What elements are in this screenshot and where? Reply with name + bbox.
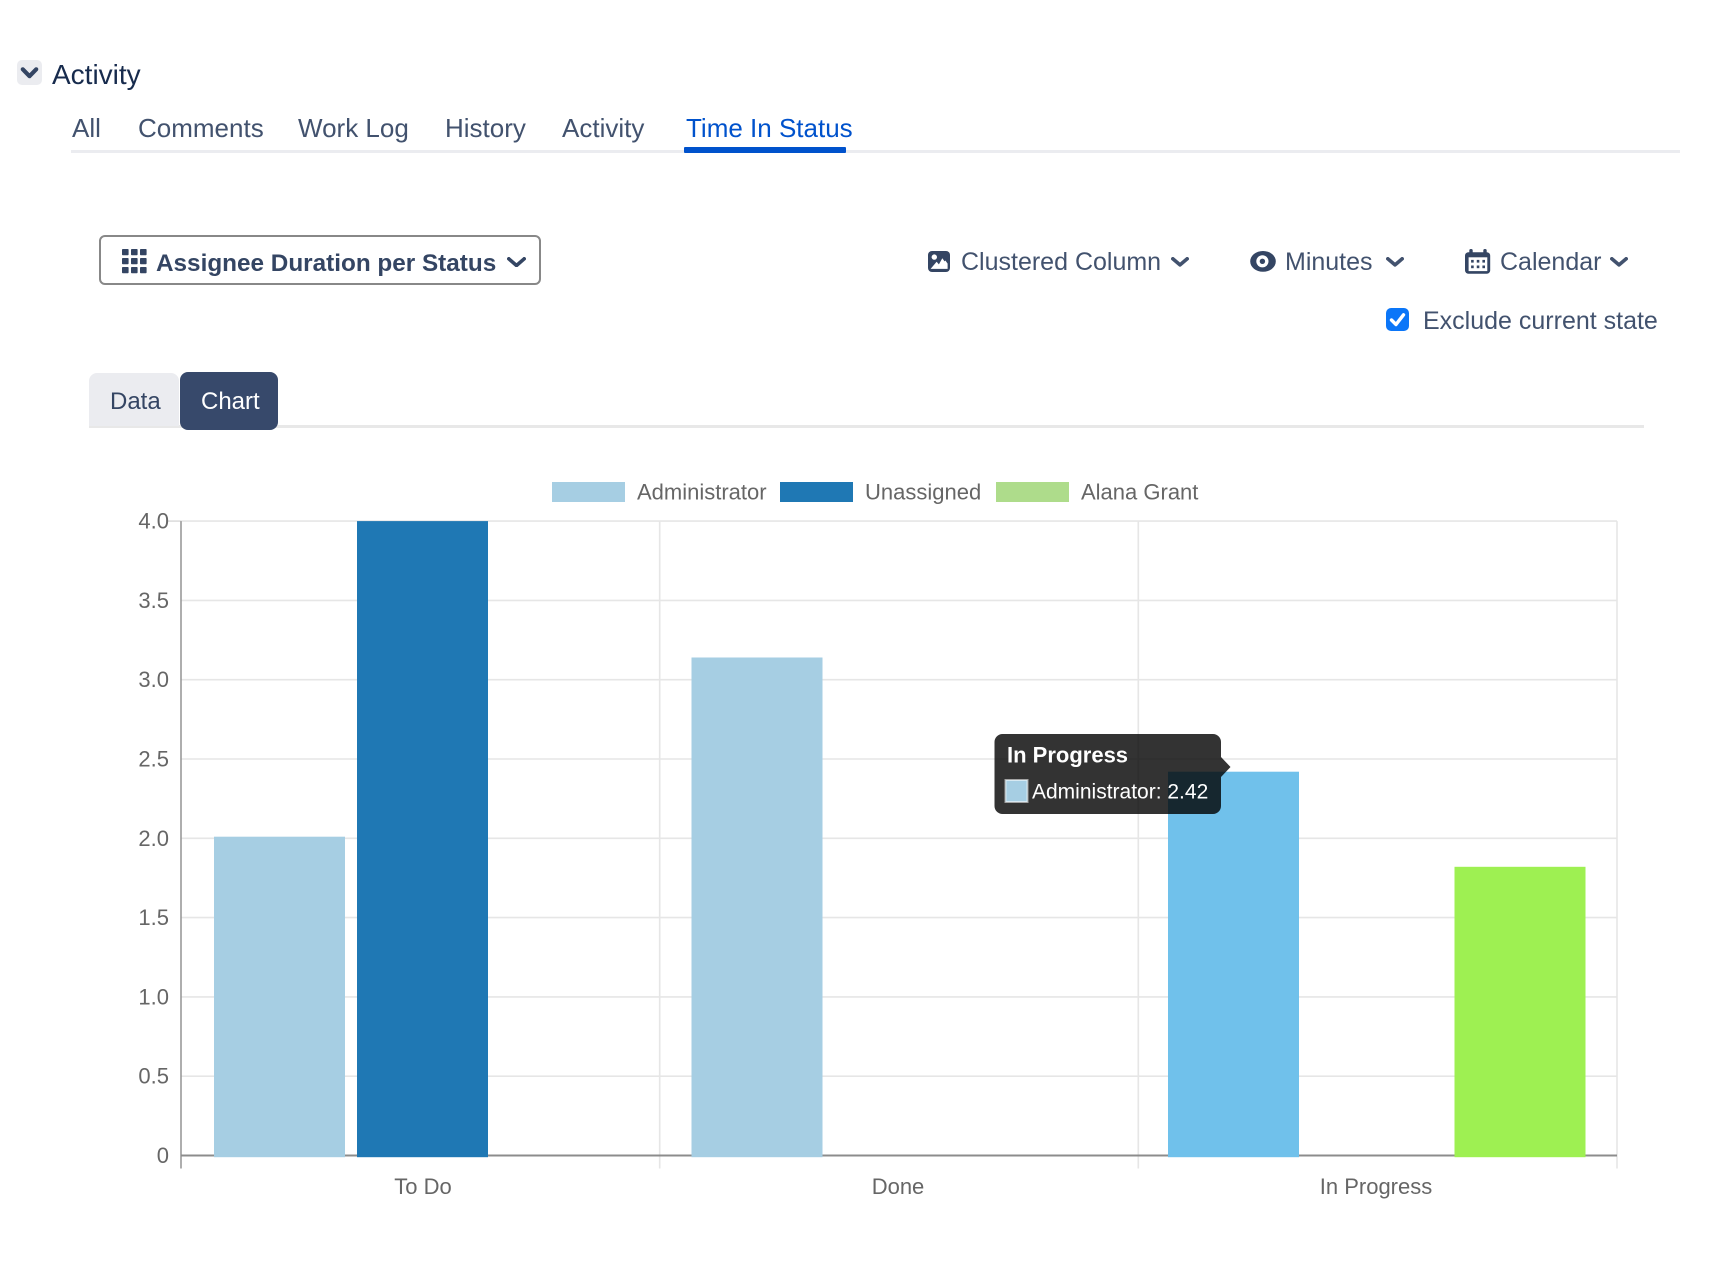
svg-text:3.5: 3.5 [138,588,169,613]
svg-text:In Progress: In Progress [1007,743,1128,768]
svg-text:Administrator: 2.42: Administrator: 2.42 [1032,781,1208,804]
svg-text:1.5: 1.5 [138,905,169,930]
svg-text:0: 0 [157,1143,169,1168]
svg-text:2.5: 2.5 [138,747,169,772]
svg-text:1.0: 1.0 [138,984,169,1009]
svg-text:In Progress: In Progress [1320,1174,1433,1199]
svg-text:0.5: 0.5 [138,1064,169,1089]
svg-text:Unassigned: Unassigned [865,480,981,505]
svg-text:Done: Done [872,1174,925,1199]
svg-text:2.0: 2.0 [138,826,169,851]
svg-text:4.0: 4.0 [138,509,169,534]
svg-text:Administrator: Administrator [637,480,767,505]
svg-text:To Do: To Do [394,1174,451,1199]
svg-text:Alana Grant: Alana Grant [1081,480,1198,505]
svg-text:3.0: 3.0 [138,667,169,692]
